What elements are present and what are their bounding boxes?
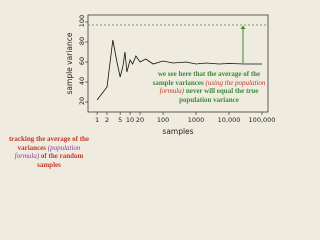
y-tick-label: 60: [78, 57, 86, 65]
x-tick-label: 1000: [188, 116, 205, 124]
x-tick-label: 20: [136, 116, 144, 124]
annotation-text: never will equal the true population var…: [179, 87, 259, 104]
y-tick-label: 40: [78, 77, 86, 85]
y-tick-label: 80: [78, 37, 86, 45]
annotation: tracking the average of the variances (p…: [6, 135, 92, 169]
annotation: we see here that the average of the samp…: [148, 70, 270, 104]
x-tick-label: 5: [118, 116, 122, 124]
annotation-text: we see here that the average of the samp…: [152, 70, 261, 87]
annotation-text: (using the population formula): [159, 78, 266, 96]
plot-frame: [87, 14, 269, 113]
annotation-text: of the random samples: [37, 152, 84, 169]
x-tick-label: 10,000: [218, 116, 241, 124]
x-tick-label: 100,000: [249, 116, 276, 124]
annotation-text: tracking the average of the variances: [8, 135, 90, 152]
x-tick-label: 10: [126, 116, 134, 124]
y-tick-label: 100: [78, 15, 86, 27]
x-axis-label: samples: [162, 127, 193, 136]
page: {"chart_data": {"type": "line", "x_label…: [6, 14, 276, 169]
y-tick-label: 20: [78, 97, 86, 105]
annotation-text: (population formula): [14, 143, 81, 161]
arrow-head: [240, 25, 246, 29]
x-tick-label: 1: [95, 116, 99, 124]
data-line: [96, 39, 263, 101]
x-tick-label: 2: [105, 116, 109, 124]
y-axis-label: sample variance: [65, 32, 74, 94]
x-tick-label: 100: [157, 116, 169, 124]
